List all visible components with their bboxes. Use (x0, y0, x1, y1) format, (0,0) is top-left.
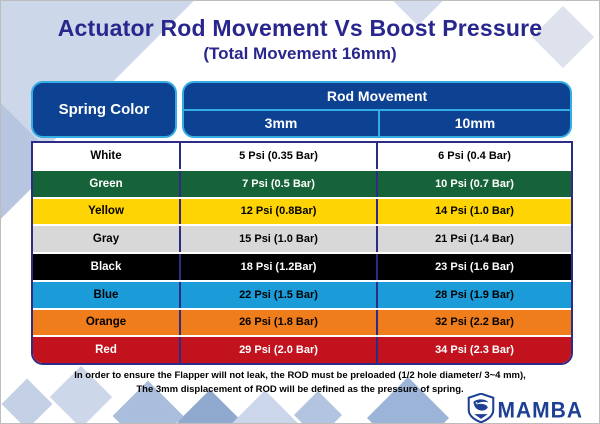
pressure-10mm-cell: 34 Psi (2.3 Bar) (376, 337, 571, 363)
pressure-3mm-cell: 7 Psi (0.5 Bar) (179, 170, 376, 197)
table-row: Black 18 Psi (1.2Bar) 23 Psi (1.6 Bar) (33, 252, 571, 280)
spring-color-cell: Black (90, 260, 122, 273)
pressure-10mm-cell: 28 Psi (1.9 Bar) (376, 281, 571, 308)
rod-movement-header: Rod Movement 3mm 10mm (182, 81, 572, 138)
spring-color-header: Spring Color (31, 81, 177, 138)
col-header-10mm: 10mm (378, 110, 570, 136)
pressure-10mm-cell: 23 Psi (1.6 Bar) (376, 254, 571, 280)
spring-color-cell: Blue (93, 288, 119, 301)
pressure-3mm-cell: 15 Psi (1.0 Bar) (179, 226, 376, 252)
footnote-line-2: The 3mm displacement of ROD will be defi… (136, 384, 464, 395)
table-row: Gray 15 Psi (1.0 Bar) 21 Psi (1.4 Bar) (33, 224, 571, 252)
pressure-3mm-cell: 26 Psi (1.8 Bar) (179, 309, 376, 336)
spring-color-cell: Orange (85, 316, 127, 329)
pressure-10mm-cell: 32 Psi (2.2 Bar) (376, 309, 571, 336)
pressure-3mm-cell: 12 Psi (0.8Bar) (179, 198, 376, 225)
spring-color-cell: Red (95, 344, 117, 357)
table-row: Yellow 12 Psi (0.8Bar) 14 Psi (1.0 Bar) (33, 196, 571, 225)
pressure-3mm-cell: 29 Psi (2.0 Bar) (179, 337, 376, 363)
table-row: Blue 22 Psi (1.5 Bar) 28 Psi (1.9 Bar) (33, 279, 571, 308)
pressure-10mm-cell: 21 Psi (1.4 Bar) (376, 226, 571, 252)
rod-movement-subheaders: 3mm 10mm (184, 110, 570, 136)
spring-color-cell: Gray (92, 233, 120, 246)
pressure-3mm-cell: 18 Psi (1.2Bar) (179, 254, 376, 280)
rod-movement-header-label: Rod Movement (184, 83, 570, 111)
col-header-3mm: 3mm (264, 115, 298, 132)
pressure-3mm-cell: 5 Psi (0.35 Bar) (179, 143, 376, 169)
mamba-shield-icon (467, 392, 495, 423)
decor-diamond-bottom-6 (293, 390, 343, 423)
page-subtitle: (Total Movement 16mm) (203, 44, 397, 63)
pressure-10mm-cell: 6 Psi (0.4 Bar) (376, 143, 571, 169)
pressure-10mm-cell: 14 Psi (1.0 Bar) (376, 198, 571, 225)
table-row: Green 7 Psi (0.5 Bar) 10 Psi (0.7 Bar) (33, 168, 571, 197)
mamba-logo: MAMBA (467, 392, 583, 423)
mamba-logo-text: MAMBA (497, 397, 583, 423)
spring-color-cell: Green (89, 177, 123, 190)
footnote-line-1: In order to ensure the Flapper will not … (74, 370, 526, 381)
spring-color-cell: Yellow (88, 205, 124, 218)
pressure-10mm-cell: 10 Psi (0.7 Bar) (376, 170, 571, 197)
table-row: Orange 26 Psi (1.8 Bar) 32 Psi (2.2 Bar) (33, 307, 571, 336)
spring-color-header-label: Spring Color (58, 101, 150, 118)
table-row: Red 29 Psi (2.0 Bar) 34 Psi (2.3 Bar) (33, 335, 571, 363)
pressure-3mm-cell: 22 Psi (1.5 Bar) (179, 281, 376, 308)
table-row: White 5 Psi (0.35 Bar) 6 Psi (0.4 Bar) (33, 143, 571, 169)
spring-color-cell: White (90, 149, 122, 162)
page-title: Actuator Rod Movement Vs Boost Pressure (57, 15, 543, 41)
decor-diamond-bottom-5 (228, 390, 302, 423)
pressure-table: White 5 Psi (0.35 Bar) 6 Psi (0.4 Bar) G… (31, 141, 573, 365)
